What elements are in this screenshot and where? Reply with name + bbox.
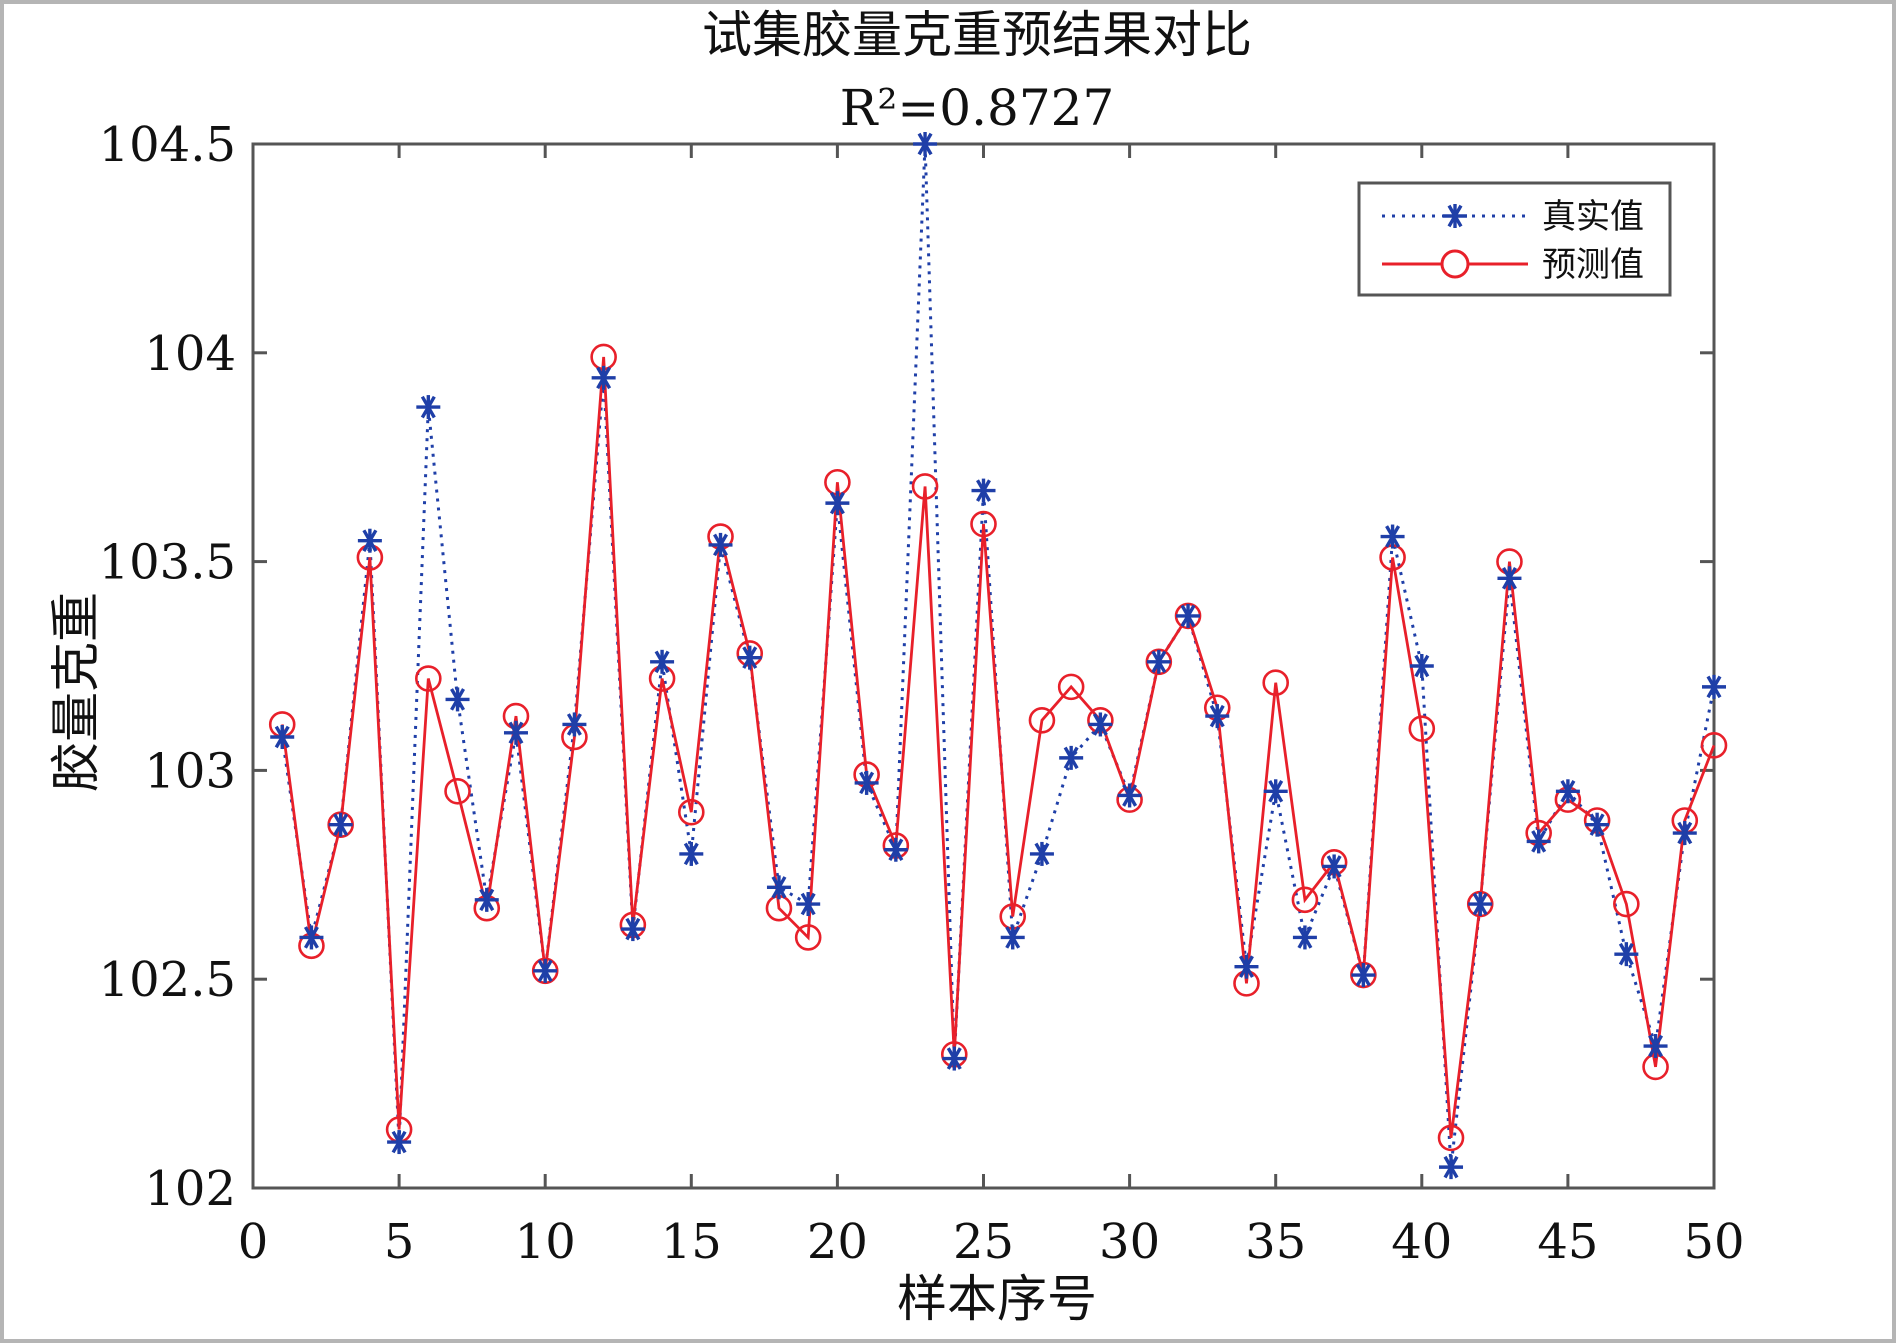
legend-marker-pred <box>1440 249 1470 279</box>
point-true <box>1292 925 1317 950</box>
legend-label-true: 真实值 <box>1542 197 1644 237</box>
y-tick-label: 104.5 <box>99 117 236 173</box>
point-true <box>1409 654 1434 678</box>
point-pred <box>1057 673 1085 701</box>
point-true <box>708 532 733 557</box>
point-true <box>913 132 938 156</box>
y-tick-labels: 102 102.5 103 103.5 104 104.5 <box>99 117 236 1217</box>
point-true <box>416 395 441 420</box>
x-tick-label: 5 <box>384 1214 415 1270</box>
point-true <box>270 724 295 749</box>
point-true <box>533 958 558 983</box>
point-true <box>1702 674 1726 699</box>
point-true <box>1263 779 1288 804</box>
point-pred <box>444 777 471 805</box>
point-true <box>1000 925 1025 950</box>
x-tick-label: 25 <box>953 1214 1014 1270</box>
point-true <box>766 875 791 900</box>
legend-asterisk <box>1443 204 1467 228</box>
point-true <box>1088 712 1113 737</box>
point-true <box>1117 783 1142 808</box>
point-pred <box>1028 706 1056 734</box>
point-true <box>357 528 382 553</box>
x-tick-label: 0 <box>238 1214 269 1270</box>
point-true <box>562 712 587 737</box>
point-true <box>1351 963 1376 988</box>
point-true <box>1468 892 1493 917</box>
point-true <box>1526 829 1551 854</box>
y-tick-label: 103 <box>144 743 236 799</box>
point-true <box>503 720 528 745</box>
y-axis-label: 胶量克重 <box>47 592 105 792</box>
x-tick-label: 35 <box>1245 1214 1306 1270</box>
axis-ticks <box>251 142 1716 1190</box>
point-true <box>1029 841 1054 866</box>
point-true <box>796 892 821 917</box>
point-true <box>591 365 616 390</box>
point-pred <box>1437 1124 1465 1152</box>
y-tick-label: 104 <box>144 326 236 382</box>
legend: 真实值 预测值 <box>1357 181 1672 297</box>
point-true <box>1205 704 1230 729</box>
point-true <box>1585 812 1610 837</box>
x-tick-label: 15 <box>661 1214 722 1270</box>
x-tick-label: 30 <box>1099 1214 1160 1270</box>
point-pred <box>911 473 939 500</box>
legend-box <box>1357 181 1672 297</box>
point-pred <box>415 665 442 692</box>
x-axis-label: 样本序号 <box>897 1270 1097 1328</box>
point-true <box>1643 1034 1668 1059</box>
x-tick-label: 10 <box>515 1214 576 1270</box>
point-pred <box>1613 890 1640 918</box>
point-true <box>328 812 353 837</box>
point-pred <box>1291 886 1319 914</box>
series-line-true <box>280 143 1716 1168</box>
x-tick-label: 20 <box>807 1214 868 1270</box>
point-true <box>825 491 850 516</box>
point-true <box>650 649 675 674</box>
x-tick-label: 40 <box>1391 1214 1452 1270</box>
x-tick-label: 50 <box>1683 1214 1744 1270</box>
point-true <box>445 687 470 712</box>
legend-label-pred: 预测值 <box>1542 245 1644 285</box>
point-pred <box>1700 732 1728 759</box>
point-true <box>679 841 704 866</box>
point-pred <box>794 924 822 951</box>
point-pred <box>1408 715 1436 742</box>
point-true <box>942 1046 967 1071</box>
series-line-pred <box>280 356 1716 1139</box>
chart-title: 试集胶量克重预结果对比 <box>702 6 1252 64</box>
point-true <box>1059 745 1084 770</box>
point-true <box>387 1130 412 1155</box>
x-tick-label: 45 <box>1537 1214 1598 1270</box>
point-true <box>883 837 908 862</box>
y-tick-label: 102.5 <box>99 952 236 1008</box>
point-pred <box>1262 669 1289 697</box>
point-true <box>971 478 996 503</box>
point-true <box>854 770 879 795</box>
point-true <box>1497 566 1522 591</box>
point-true <box>1322 854 1347 879</box>
point-pred <box>677 798 705 826</box>
x-tick-labels: 0 5 10 15 20 25 30 35 40 45 50 <box>238 1214 1745 1270</box>
y-tick-label: 103.5 <box>99 535 236 591</box>
series-layer <box>268 132 1728 1180</box>
y-tick-label: 102 <box>144 1161 236 1217</box>
chart-subtitle: R²=0.8727 <box>840 79 1115 137</box>
point-true <box>1146 649 1171 674</box>
point-true <box>299 925 324 950</box>
point-true <box>1380 524 1405 549</box>
point-true <box>1555 779 1580 804</box>
point-true <box>1439 1155 1464 1180</box>
point-true <box>620 917 645 942</box>
point-pred <box>970 510 997 538</box>
point-true <box>1176 603 1201 628</box>
legend-marker-true <box>1443 204 1467 228</box>
point-true <box>474 887 499 912</box>
point-true <box>1234 954 1259 979</box>
point-true <box>1672 821 1697 846</box>
point-true <box>737 645 762 670</box>
point-true <box>1614 942 1639 967</box>
